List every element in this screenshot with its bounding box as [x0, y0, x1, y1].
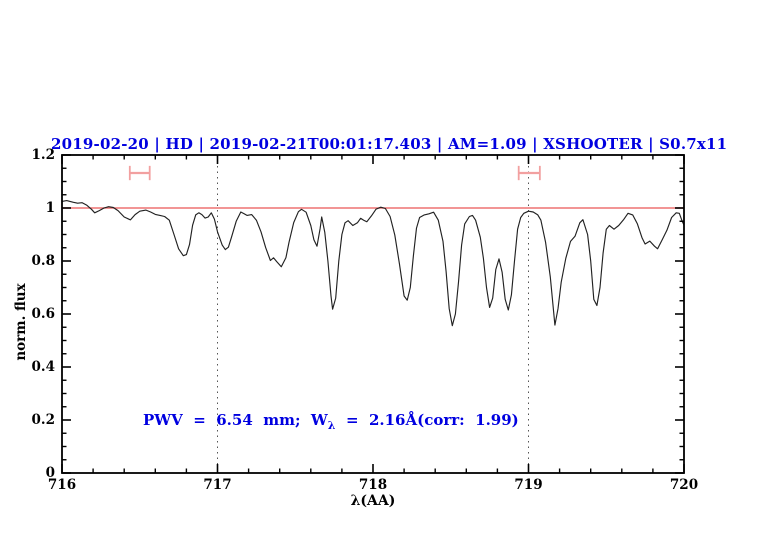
plot-title: 2019-02-20 | HD | 2019-02-21T00:01:17.40… [51, 135, 728, 153]
x-axis-label: λ(AA) [350, 493, 396, 509]
x-tick-label-716: 716 [47, 477, 77, 493]
spectrum-curve [61, 200, 685, 327]
y-tick-label-0.6: 0.6 [31, 306, 56, 322]
x-tick-label-720: 720 [669, 477, 699, 493]
pwv-annotation-post: = 2.16Å(corr: 1.99) [335, 411, 519, 429]
y-tick-label-1: 1 [45, 200, 55, 216]
y-tick-label-0.8: 0.8 [31, 253, 56, 269]
x-tick-label-717: 717 [203, 477, 232, 493]
y-tick-label-1.2: 1.2 [31, 147, 56, 163]
y-tick-label-0.4: 0.4 [31, 359, 56, 375]
y-tick-label-0: 0 [45, 465, 55, 481]
pwv-annotation: PWV = 6.54 mm; Wλ = 2.16Å(corr: 1.99) [143, 411, 519, 432]
pwv-annotation-sub: λ [327, 419, 336, 432]
pwv-annotation-pre: PWV = 6.54 mm; W [143, 411, 328, 429]
x-tick-label-718: 718 [358, 477, 388, 493]
x-tick-label-719: 719 [514, 477, 543, 493]
y-tick-label-0.2: 0.2 [31, 412, 56, 428]
y-axis-label: norm. flux [13, 283, 29, 361]
